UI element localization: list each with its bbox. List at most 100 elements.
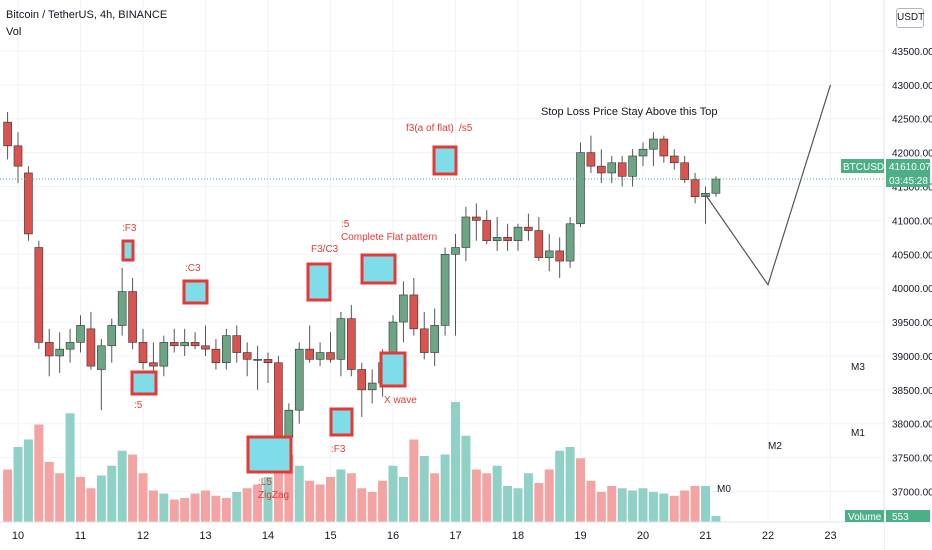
candle-body — [461, 216, 471, 248]
candle-body — [544, 250, 554, 258]
volume-tag-value: 553 — [892, 512, 909, 523]
candlesticks — [3, 111, 721, 458]
l5-label: :L5 — [258, 477, 272, 488]
candle-body — [3, 121, 12, 147]
c3-label: :C3 — [185, 263, 201, 274]
candle-body — [565, 223, 575, 262]
volume-bar — [326, 477, 335, 522]
time-tick-label: 14 — [262, 530, 274, 542]
candle-body — [222, 335, 231, 364]
candle-body — [690, 179, 700, 197]
wave-marker-box — [379, 351, 407, 388]
symbol-tag: BTCUSDT — [843, 162, 890, 173]
complete-flat-label: Complete Flat pattern — [341, 232, 437, 243]
price-tick-label: 40500.00 — [892, 250, 932, 261]
time-tick-label: 15 — [324, 530, 336, 542]
volume-bar — [23, 439, 33, 522]
volume-indicator-label[interactable]: Vol — [6, 26, 22, 38]
candle-body — [524, 226, 533, 231]
volume-bar — [409, 439, 419, 522]
price-axis-background — [884, 0, 932, 550]
candle-body — [513, 226, 523, 242]
volume-bar — [544, 469, 554, 522]
volume-bar — [284, 454, 294, 522]
volume-bar — [159, 493, 169, 522]
candle-body — [149, 362, 158, 367]
time-tick-label: 10 — [12, 530, 24, 542]
candle-body — [503, 237, 512, 242]
f3-label-bottom: :F3 — [331, 444, 346, 455]
time-axis[interactable]: 10 11 12 13 14 15 16 17 18 19 20 21 22 23 — [12, 530, 837, 542]
candle-body — [294, 348, 304, 411]
time-tick-label: 13 — [199, 530, 211, 542]
volume-bar — [607, 486, 617, 522]
volume-bar — [107, 465, 117, 522]
volume-bar — [628, 490, 638, 522]
volume-bar — [190, 493, 200, 522]
m2-label: M2 — [768, 441, 782, 452]
volume-bar — [701, 486, 710, 522]
price-tick-label: 43500.00 — [892, 47, 932, 58]
volume-bar — [242, 488, 252, 522]
volume-bar — [3, 469, 13, 522]
candle-body — [336, 318, 346, 360]
volume-bar — [596, 492, 606, 522]
volume-bar — [169, 499, 179, 522]
candle-body — [638, 148, 648, 157]
volume-bar — [138, 473, 148, 522]
time-tick-label: 22 — [762, 530, 774, 542]
currency-button[interactable]: USDT — [896, 8, 924, 28]
price-tick-label: 41000.00 — [892, 216, 932, 227]
volume-bar — [253, 484, 263, 522]
candle-body — [242, 352, 252, 360]
volume-bar — [586, 480, 596, 522]
volume-bar — [638, 488, 648, 522]
time-tick-label: 19 — [574, 530, 586, 542]
x-wave-label: X wave — [384, 395, 417, 406]
symbol-header[interactable]: Bitcoin / TetherUS, 4h, BINANCE — [6, 9, 168, 21]
volume-bar — [555, 450, 565, 522]
price-tick-label: 39000.00 — [892, 352, 932, 363]
stop-loss-label: Stop Loss Price Stay Above this Top — [541, 106, 718, 118]
candle-body — [357, 369, 367, 391]
candle-body — [409, 294, 419, 330]
price-axis[interactable]: 43500.00 43000.00 42500.00 42000.00 41500.00… — [892, 47, 932, 499]
volume-bar — [76, 477, 85, 522]
candle-body — [419, 328, 429, 353]
time-tick-label: 21 — [699, 530, 711, 542]
candle-body — [65, 342, 75, 350]
m3-label: M3 — [851, 362, 865, 373]
candle-body — [555, 250, 564, 262]
candle-body — [586, 152, 596, 167]
price-tick-label: 37500.00 — [892, 454, 932, 465]
price-tick-label: 39500.00 — [892, 318, 932, 329]
volume-bar — [13, 447, 23, 522]
candle-body — [76, 325, 85, 343]
f3c3-label: F3/C3 — [311, 244, 339, 255]
volume-bar — [65, 413, 75, 522]
price-tick-label: 42000.00 — [892, 149, 932, 160]
volume-bar — [482, 473, 492, 522]
price-tick-label: 37000.00 — [892, 488, 932, 499]
m0-label: M0 — [717, 484, 731, 495]
volume-bar — [180, 498, 190, 522]
volume-bar — [430, 473, 440, 522]
wave-marker-box — [121, 239, 135, 262]
candle-body — [138, 342, 148, 364]
wave-marker-box — [246, 435, 293, 474]
volume-bar — [273, 473, 283, 522]
candle-body — [274, 362, 283, 438]
projection-line — [705, 84, 832, 287]
candle-body — [367, 382, 377, 391]
candle-body — [253, 359, 262, 361]
volume-bar — [86, 488, 96, 522]
volume-bar — [492, 465, 502, 522]
volume-bar — [346, 473, 356, 522]
volume-bar — [221, 498, 231, 522]
volume-bar — [565, 447, 575, 522]
candle-body — [13, 145, 23, 167]
price-tick-label: 40000.00 — [892, 284, 932, 295]
candle-body — [263, 359, 273, 364]
candle-body — [649, 138, 658, 150]
